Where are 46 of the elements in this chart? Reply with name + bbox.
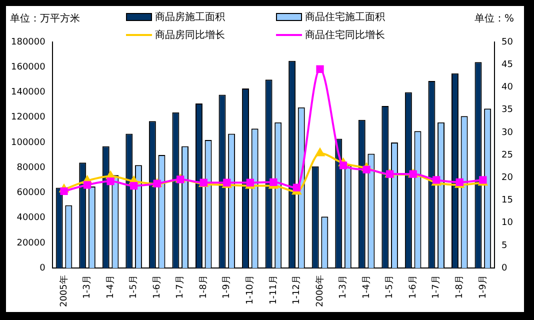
- y2-tick-label: 35: [502, 105, 513, 116]
- x-tick-label: 1-5月: [129, 275, 140, 299]
- y-tick-label: 120000: [10, 112, 46, 123]
- y2-tick-label: 50: [502, 37, 514, 48]
- y-tick-label: 100000: [10, 138, 46, 148]
- legend-label: 商品住宅同比增长: [305, 28, 385, 42]
- x-tick-label: 1-11月: [268, 275, 279, 305]
- y-tick-label: 160000: [10, 62, 46, 72]
- x-tick-label: 2006年: [314, 275, 326, 307]
- y-axis-title: 单位：万平方米: [10, 12, 80, 25]
- y-tick-label: 20000: [16, 238, 46, 248]
- legend-label: 商品房施工面积: [155, 10, 225, 24]
- x-tick-label: 1-9月: [222, 275, 232, 299]
- y2-axis-title: 单位：%: [474, 12, 514, 25]
- y2-tick-label: 40: [502, 82, 514, 93]
- x-tick-label: 1-12月: [292, 275, 302, 305]
- y2-tick-label: 20: [502, 173, 514, 183]
- legend-label: 商品住宅施工面积: [305, 10, 385, 24]
- x-tick-label: 1-7月: [432, 275, 442, 299]
- y-tick-label: 0: [40, 263, 46, 274]
- y-tick-label: 80000: [16, 162, 46, 173]
- y2-tick-label: 0: [502, 263, 508, 274]
- x-tick-label: 1-3月: [338, 275, 349, 299]
- x-tick-label: 1-4月: [106, 275, 116, 299]
- y2-tick-label: 15: [502, 196, 513, 206]
- y2-tick-label: 30: [502, 128, 514, 138]
- x-tick-label: 1-6月: [408, 275, 418, 299]
- y-tick-label: 60000: [16, 188, 46, 198]
- x-tick-label: 1-5月: [385, 275, 396, 299]
- legend-label: 商品房同比增长: [155, 28, 225, 42]
- y2-tick-label: 5: [502, 240, 508, 251]
- x-tick-label: 1-9月: [478, 275, 488, 299]
- y2-tick-label: 25: [502, 150, 513, 160]
- x-tick-label: 1-7月: [176, 275, 186, 299]
- x-tick-label: 1-10月: [246, 275, 256, 305]
- y-tick-label: 140000: [10, 88, 46, 98]
- y2-tick-label: 10: [502, 218, 514, 228]
- x-tick-label: 1-8月: [198, 275, 209, 299]
- x-tick-label: 1-6月: [152, 275, 162, 299]
- y-tick-label: 40000: [16, 213, 46, 224]
- x-tick-label: 1-8月: [454, 275, 465, 299]
- x-tick-label: 2005年: [58, 275, 70, 307]
- y-tick-label: 180000: [10, 37, 46, 48]
- y2-tick-label: 45: [502, 60, 513, 70]
- x-tick-label: 1-4月: [362, 275, 372, 299]
- x-tick-label: 1-3月: [82, 275, 93, 299]
